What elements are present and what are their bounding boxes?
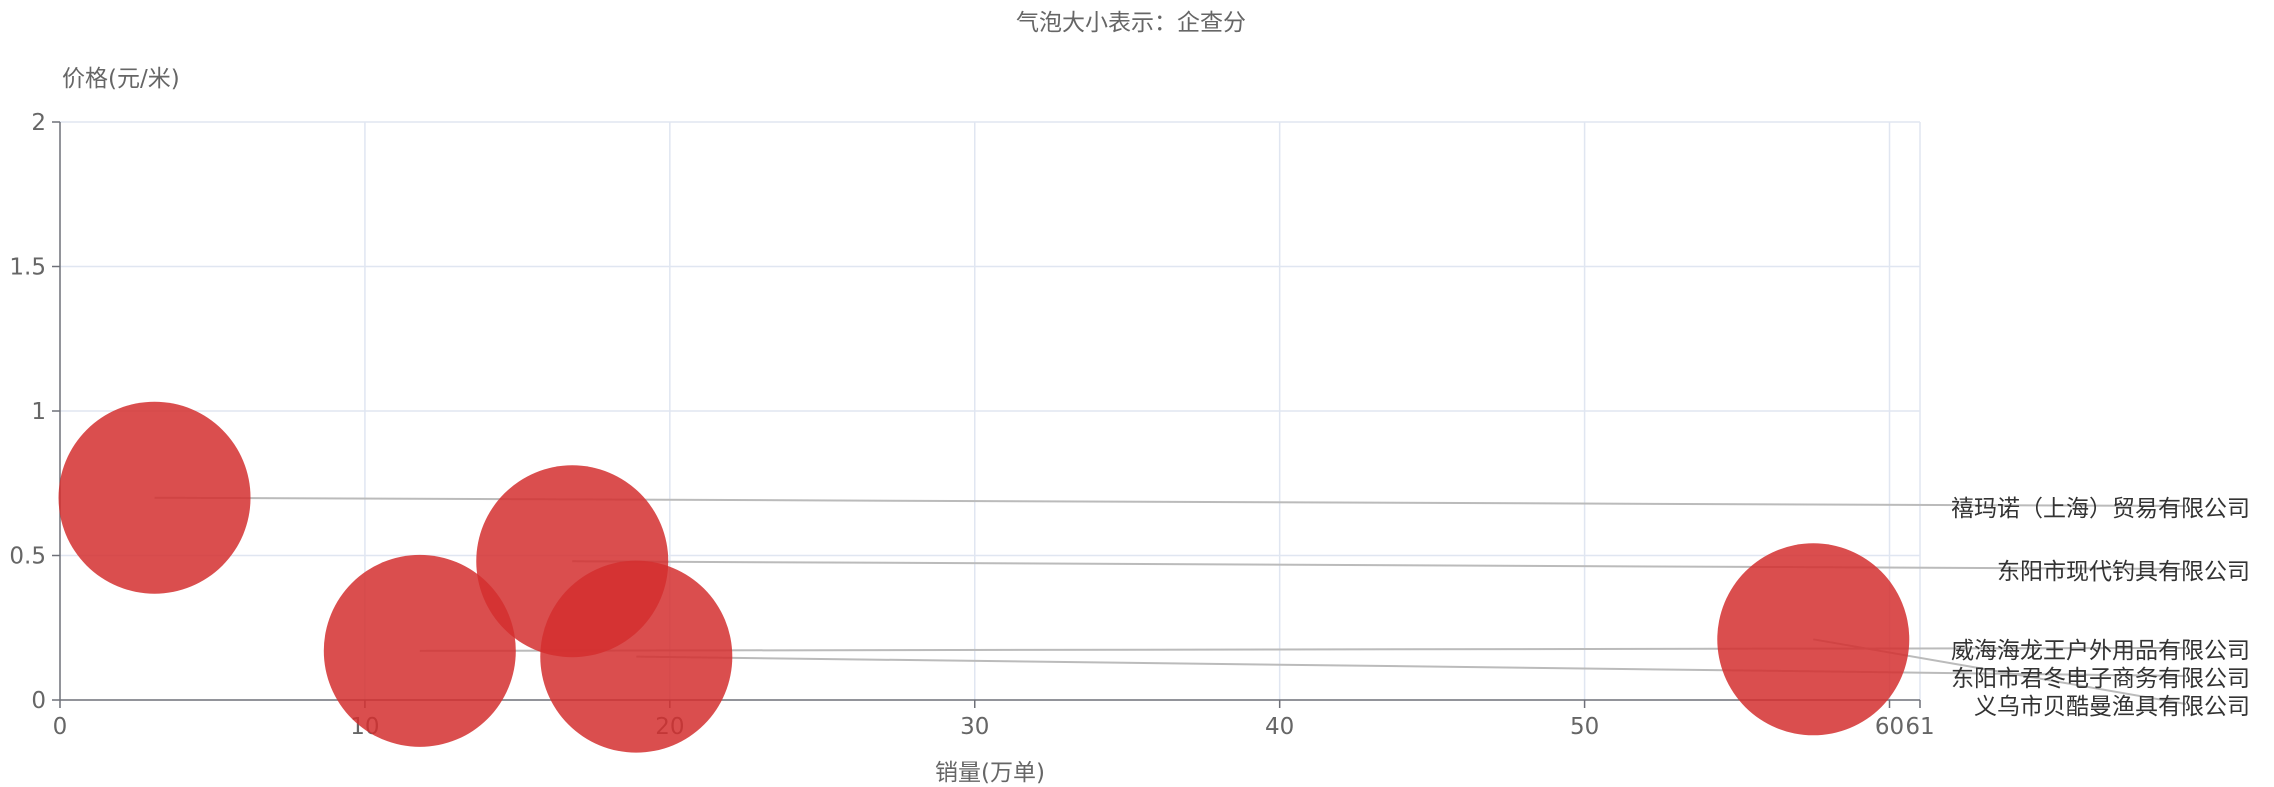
y-tick-label: 2 bbox=[31, 110, 46, 136]
bubble-label: 东阳市君冬电子商务有限公司 bbox=[1951, 666, 2250, 692]
bubble[interactable] bbox=[1717, 543, 1910, 736]
y-tick-label: 0.5 bbox=[9, 544, 46, 570]
tick-labels: 01020304050606100.511.52 bbox=[9, 110, 1934, 740]
label-leader-line bbox=[572, 560, 2187, 570]
bubble-labels: 禧玛诺（上海）贸易有限公司东阳市现代钓具有限公司威海海龙王户外用品有限公司东阳市… bbox=[1951, 496, 2250, 720]
chart-title: 气泡大小表示：企查分 bbox=[1016, 10, 1246, 36]
y-axis-label: 价格(元/米) bbox=[62, 66, 180, 92]
y-tick-label: 1.5 bbox=[9, 255, 46, 281]
bubble-label: 威海海龙王户外用品有限公司 bbox=[1951, 638, 2250, 664]
bubble-label: 禧玛诺（上海）贸易有限公司 bbox=[1951, 496, 2250, 522]
y-tick-label: 0 bbox=[31, 688, 46, 714]
x-tick-label: 61 bbox=[1905, 714, 1934, 740]
bubble[interactable] bbox=[323, 554, 516, 747]
x-tick-label: 30 bbox=[960, 714, 989, 740]
x-tick-label: 60 bbox=[1875, 714, 1904, 740]
grid-lines bbox=[60, 121, 1921, 700]
y-tick-label: 1 bbox=[31, 399, 46, 425]
label-leader-line bbox=[636, 655, 2187, 677]
bubble-label: 东阳市现代钓具有限公司 bbox=[1997, 559, 2250, 585]
x-tick-label: 40 bbox=[1265, 714, 1294, 740]
bubble[interactable] bbox=[540, 560, 733, 753]
x-tick-label: 50 bbox=[1570, 714, 1599, 740]
bubble[interactable] bbox=[58, 401, 251, 594]
bubble-label: 义乌市贝酷曼渔具有限公司 bbox=[1974, 694, 2250, 720]
bubbles bbox=[58, 401, 1910, 753]
x-axis-label: 销量(万单) bbox=[935, 760, 1045, 786]
label-leader-line bbox=[154, 496, 2187, 507]
x-tick-label: 0 bbox=[53, 714, 68, 740]
